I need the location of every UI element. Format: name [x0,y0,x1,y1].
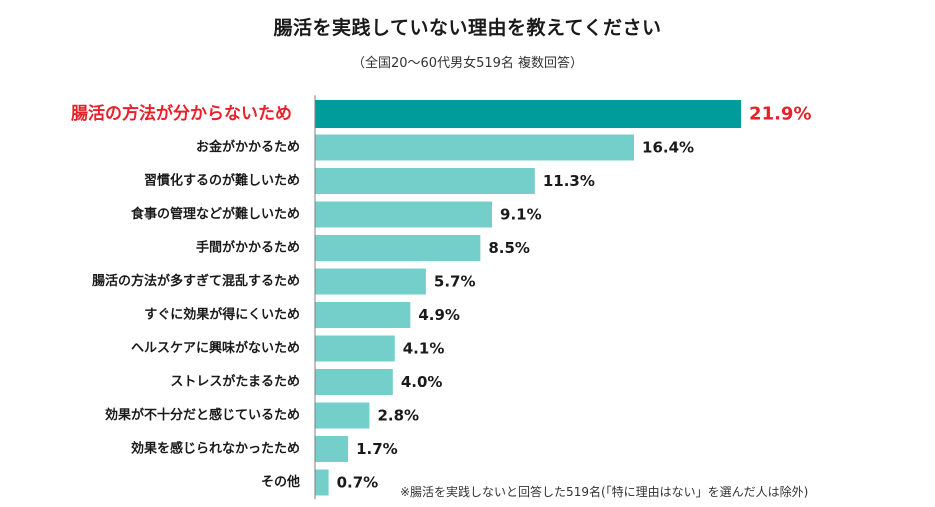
value-label-2: 11.3% [543,172,595,190]
value-label-11: 0.7% [337,474,379,492]
category-label-1: お金がかかるため [196,139,300,155]
category-label-6: すぐに効果が得にくいため [144,307,300,323]
bar-2 [315,168,535,194]
value-label-7: 4.1% [403,340,445,358]
value-label-4: 8.5% [488,239,530,257]
value-label-6: 4.9% [418,306,460,324]
value-label-9: 2.8% [377,407,419,425]
category-label-9: 効果が不十分だと感じているため [105,407,300,423]
bar-6 [315,302,411,328]
bar-4 [315,235,481,261]
category-label-11: その他 [261,474,300,490]
value-label-5: 5.7% [434,273,476,291]
bar-10 [315,436,349,462]
bar-7 [315,335,395,362]
value-label-1: 16.4% [642,139,694,157]
category-label-10: 効果を感じられなかったため [131,441,300,457]
bar-3 [315,201,493,228]
bar-11 [315,469,329,496]
value-label-10: 1.7% [356,440,398,458]
category-label-7: ヘルスケアに興味がないため [131,340,300,356]
bar-8 [315,369,393,395]
value-label-0: 21.9% [749,104,811,125]
chart-title: 腸活を実践していない理由を教えてください [273,17,662,39]
category-label-3: 食事の管理などが難しいため [131,206,300,222]
value-label-3: 9.1% [500,206,542,224]
bar-0 [315,100,742,128]
category-label-4: 手間がかかるため [196,240,300,256]
bar-1 [315,134,635,161]
bar-5 [315,268,426,295]
category-label-8: ストレスがたまるため [170,374,300,390]
bars-group: 腸活の方法が分からないため 21.9% お金がかかるため 16.4% 習慣化するのが難し… [71,100,812,496]
category-label-0: 腸活の方法が分からないため [71,103,292,124]
category-label-2: 習慣化するのが難しいため [144,173,300,189]
chart-subtitle: （全国20～60代男女519名 複数回答） [351,56,584,71]
value-label-8: 4.0% [401,373,443,391]
bar-9 [315,402,370,429]
category-label-5: 腸活の方法が多すぎて混乱するため [92,273,300,289]
chart-footnote: ※腸活を実践しないと回答した519名(「特に理由はない」を選んだ人は除外) [400,485,809,499]
